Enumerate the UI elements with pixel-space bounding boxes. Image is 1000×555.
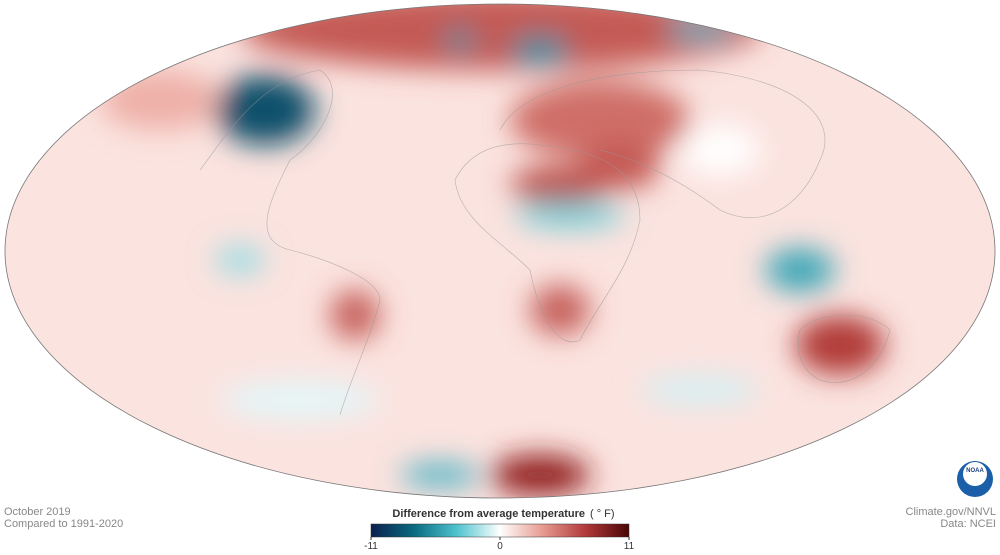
credit-label: Climate.gov/NNVL	[906, 506, 996, 518]
legend-unit: ( ° F)	[590, 508, 615, 520]
coastlines	[199, 69, 891, 416]
legend-title: Difference from average temperature	[392, 508, 585, 520]
date-label: October 2019	[4, 506, 71, 518]
logo-text: NOAA	[966, 468, 984, 474]
colorbar-tick-label: 0	[497, 541, 503, 552]
colorbar-tick-label: 11	[624, 541, 635, 552]
colorbar-bar	[370, 523, 630, 538]
source-label: Data: NCEI	[940, 518, 996, 530]
globe-outline	[4, 3, 996, 499]
colorbar: -11 0 11	[364, 523, 635, 552]
noaa-logo: NOAA	[957, 461, 993, 497]
baseline-label: Compared to 1991-2020	[4, 518, 123, 530]
colorbar-tick-label: -11	[364, 541, 378, 552]
